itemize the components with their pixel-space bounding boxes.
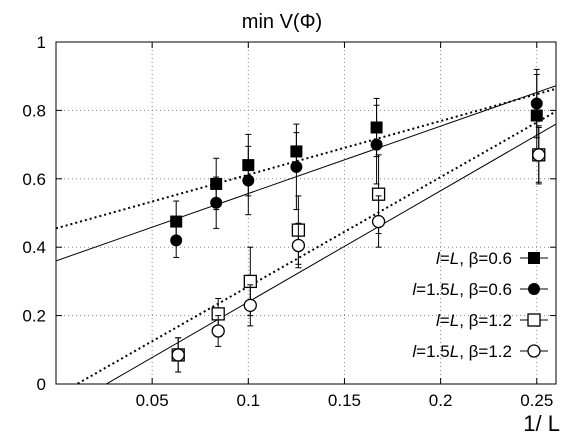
data-point <box>171 348 185 362</box>
data-point <box>170 234 183 247</box>
data-point <box>532 148 546 162</box>
legend: l=L, β=0.6 l=1.5L, β=0.6 l=L, β=1.2 l=1.5L,… <box>412 249 548 361</box>
legend-label: l=L, β=1.2 <box>436 311 512 330</box>
data-point <box>211 324 225 338</box>
x-tick-label: 0.2 <box>429 391 453 410</box>
grid <box>56 42 556 384</box>
axes: 0.05 0.1 0.15 0.2 0.25 0 0.2 0.4 0.6 0.8 1 <box>22 33 556 410</box>
fit-line <box>75 110 556 384</box>
legend-marker <box>528 283 540 295</box>
plot-frame <box>55 41 557 385</box>
x-tick-label: 0.25 <box>520 391 553 410</box>
y-tick-label: 0 <box>37 375 46 394</box>
data-point <box>291 238 306 253</box>
data-points <box>170 68 546 373</box>
data-point <box>290 160 303 173</box>
y-tick-label: 0.6 <box>22 170 46 189</box>
data-point <box>242 174 255 187</box>
y-tick-label: 0.2 <box>22 307 46 326</box>
fit-line <box>56 87 556 230</box>
fit-line <box>56 85 556 262</box>
legend-marker <box>528 252 540 264</box>
y-tick-label: 0.8 <box>22 101 46 120</box>
legend-label: l=L, β=0.6 <box>436 249 512 268</box>
data-point <box>371 214 386 229</box>
data-point <box>243 298 257 312</box>
legend-label: l=1.5L, β=0.6 <box>412 280 512 299</box>
data-point <box>370 138 383 151</box>
legend-marker <box>527 344 541 358</box>
x-tick-label: 0.1 <box>236 391 260 410</box>
y-tick-label: 0.4 <box>22 238 46 257</box>
data-point <box>170 215 183 228</box>
fit-line <box>105 123 556 384</box>
y-tick-label: 1 <box>37 33 46 52</box>
chart-title: min V(Φ) <box>242 11 322 33</box>
fit-lines <box>56 85 556 384</box>
legend-marker <box>527 313 541 327</box>
x-tick-label: 0.05 <box>136 391 169 410</box>
legend-label: l=1.5L, β=1.2 <box>412 342 512 361</box>
x-tick-label: 0.15 <box>328 391 361 410</box>
data-point <box>530 97 543 110</box>
x-axis-label: 1/ L <box>523 411 560 436</box>
data-point <box>210 196 223 209</box>
